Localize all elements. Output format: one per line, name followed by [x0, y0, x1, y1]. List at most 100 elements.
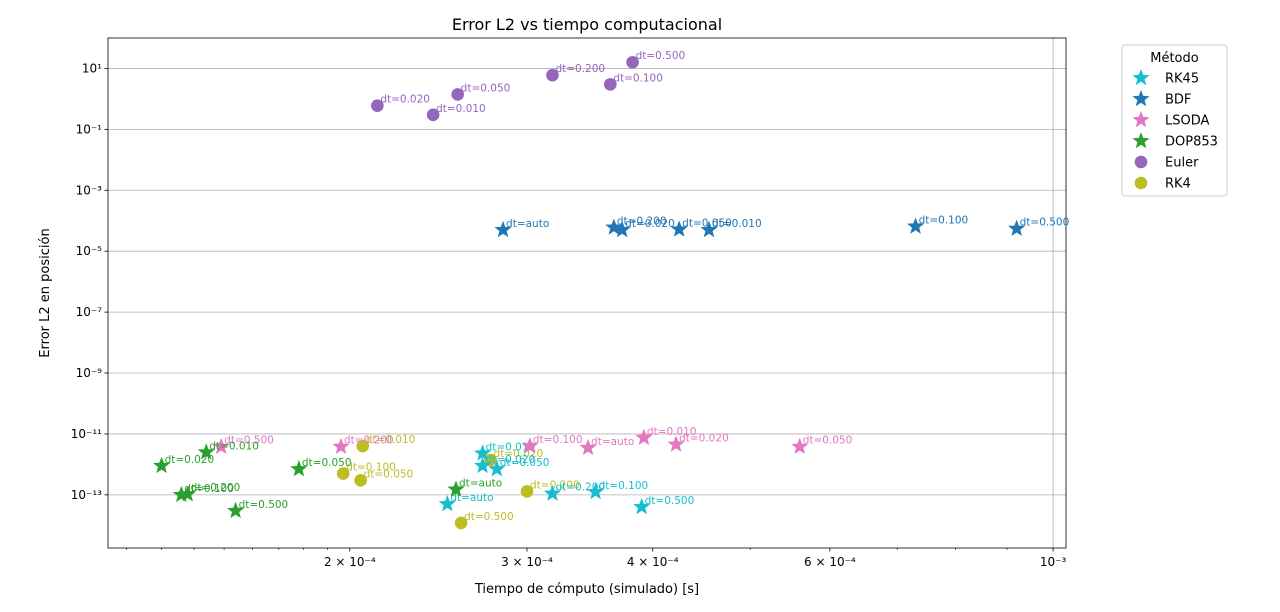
data-points: dt=0.020dt=0.010dt=0.050dt=0.200dt=0.100…: [153, 50, 1069, 530]
point-label: dt=0.010: [712, 218, 762, 230]
y-axis-title: Error L2 en posición: [38, 228, 53, 357]
data-point: [172, 485, 190, 503]
chart-title: Error L2 vs tiempo computacional: [452, 15, 722, 34]
axes: 10¹ 10⁻¹ 10⁻³ 10⁻⁵ 10⁻⁷ 10⁻⁹ 10⁻¹¹ 10⁻¹³ 2 × 10⁻…: [71, 37, 1067, 569]
point-label: dt=0.050: [461, 82, 511, 94]
x-tick-label: 2 × 10⁻⁴: [324, 555, 376, 569]
point-label: dt=0.020: [380, 94, 430, 106]
y-tick-label: 10¹: [82, 61, 102, 75]
legend-marker: [1132, 132, 1150, 149]
point-label: dt=0.020: [625, 218, 675, 230]
data-point: [667, 435, 685, 452]
data-point: [907, 217, 925, 234]
point-label: dt=0.020: [486, 454, 536, 466]
x-tick-label: 3 × 10⁻⁴: [501, 555, 553, 569]
point-label: dt=0.100: [599, 480, 649, 492]
point-label: dt=0.010: [647, 426, 697, 438]
legend: Método RK45 BDF LSODA DOP853 Euler RK4: [1121, 44, 1228, 197]
series-dop853: dt=autodt=0.020dt=0.010dt=0.100dt=0.200d…: [153, 440, 502, 519]
legend-entry: BDF: [1165, 93, 1191, 108]
x-axis-title: Tiempo de cómputo (simulado) [s]: [474, 582, 699, 597]
data-point: [371, 99, 384, 112]
legend-marker: [1132, 111, 1150, 128]
data-point: [494, 220, 512, 238]
data-point: [454, 516, 468, 530]
point-label: dt=0.020: [679, 433, 729, 445]
data-point: [354, 474, 367, 487]
data-point: [451, 88, 464, 101]
y-tick-label: 10⁻¹¹: [71, 427, 102, 441]
data-point: [613, 220, 631, 238]
legend-marker: [1132, 90, 1150, 107]
legend-marker: [1134, 176, 1148, 190]
data-point: [153, 456, 171, 474]
y-tick-label: 10⁻¹: [76, 122, 103, 136]
data-point: [521, 437, 539, 454]
point-label: dt=auto: [506, 218, 549, 230]
y-tick-label: 10⁻¹³: [71, 488, 102, 502]
point-label: dt=0.200: [617, 216, 667, 228]
data-point: [633, 497, 651, 515]
x-tick-label: 6 × 10⁻⁴: [804, 555, 856, 569]
data-point: [1008, 219, 1026, 236]
point-label: dt=0.100: [613, 72, 663, 84]
legend-entry: Euler: [1165, 156, 1199, 171]
data-point: [488, 460, 506, 477]
legend-box: [1121, 44, 1228, 197]
y-tick-label: 10⁻⁹: [76, 366, 103, 380]
point-label: dt=auto: [591, 436, 634, 448]
legend-title: Método: [1150, 51, 1199, 66]
point-label: dt=0.100: [346, 462, 396, 474]
data-point: [447, 480, 465, 497]
data-point: [543, 484, 562, 501]
series-rk4: dt=0.010dt=0.100dt=0.050dt=0.020dt=0.200…: [336, 434, 580, 530]
point-label: dt=0.010: [436, 103, 486, 115]
plot-frame: [107, 37, 1067, 549]
point-label: dt=0.500: [636, 50, 686, 62]
y-tick-label: 10⁻³: [76, 183, 103, 197]
point-label: dt=0.500: [224, 435, 274, 447]
data-point: [332, 437, 350, 455]
data-point: [603, 78, 617, 91]
x-tick-label: 10⁻³: [1040, 555, 1067, 569]
data-point: [626, 55, 639, 69]
data-point: [474, 444, 492, 461]
data-point: [474, 456, 492, 474]
point-label: dt=0.500: [464, 511, 514, 523]
point-label: dt=0.010: [366, 434, 416, 446]
data-point: [227, 501, 245, 519]
point-label: dt=0.050: [364, 468, 414, 480]
legend-marker: [1132, 69, 1150, 86]
grid: [108, 38, 1066, 548]
point-label: dt=0.050: [803, 435, 853, 447]
y-tick-label: 10⁻⁷: [76, 305, 103, 319]
point-label: dt=0.500: [645, 495, 695, 507]
point-label: dt=auto: [459, 477, 502, 489]
point-label: dt=0.050: [682, 217, 732, 229]
point-label: dt=0.050: [500, 457, 550, 469]
data-point: [290, 460, 308, 477]
legend-marker: [1134, 155, 1148, 169]
point-label: dt=0.200: [530, 479, 580, 491]
data-point: [546, 68, 559, 82]
data-point: [587, 482, 605, 500]
y-tick-label: 10⁻⁵: [76, 244, 103, 258]
point-label: dt=auto: [450, 492, 493, 504]
legend-entry: DOP853: [1165, 135, 1218, 150]
data-point: [579, 438, 597, 456]
data-point: [179, 485, 197, 502]
data-point: [212, 437, 230, 455]
data-point: [605, 218, 623, 235]
legend-entry: LSODA: [1165, 114, 1210, 129]
point-label: dt=0.100: [184, 483, 234, 495]
data-point: [336, 467, 350, 480]
data-point: [635, 428, 653, 446]
x-tick-label: 4 × 10⁻⁴: [627, 555, 679, 569]
data-point: [438, 495, 456, 512]
point-label: dt=0.020: [494, 448, 544, 460]
point-label: dt=0.200: [344, 435, 394, 447]
series-rk45: dt=autodt=0.010dt=0.020dt=0.050dt=0.200d…: [438, 441, 695, 515]
